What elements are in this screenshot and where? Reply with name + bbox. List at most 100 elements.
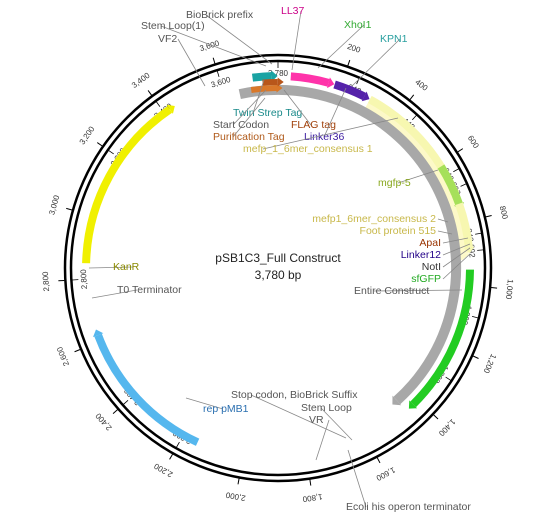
- label-stem-loop-1[interactable]: Stem Loop(1): [141, 20, 205, 32]
- label-foot-protein[interactable]: Foot protein 515: [360, 225, 437, 237]
- feature-arc-purification-tag[interactable]: [250, 85, 277, 93]
- outer-tick: [147, 90, 153, 96]
- label-ll37[interactable]: LL37: [281, 5, 305, 17]
- feature-arc-mefp1-6mer-consensus-2[interactable]: [455, 202, 473, 248]
- inner-tick-label: 3,780: [268, 69, 289, 78]
- label-stem-loop[interactable]: Stem Loop: [301, 402, 352, 414]
- label-mefp1[interactable]: mefp_1_6mer_consensus 1: [243, 143, 373, 155]
- leader-line-start-codon: [232, 89, 267, 126]
- inner-tick-label: 3,600: [210, 75, 232, 90]
- label-noti[interactable]: NotI: [422, 261, 441, 273]
- label-linker36[interactable]: Linker36: [304, 131, 344, 143]
- leader-line-linker12: [442, 243, 471, 256]
- label-ecoli-term[interactable]: Ecoli his operon terminator: [346, 501, 471, 513]
- leader-line-stem-loop-1: [160, 25, 267, 67]
- inner-tick-label: 892: [467, 244, 477, 259]
- feature-arc-ll37[interactable]: [290, 72, 330, 87]
- tick-label: 3,400: [130, 71, 152, 90]
- feature-arc-rep-pmb1[interactable]: [94, 333, 200, 446]
- outer-tick: [457, 148, 464, 153]
- tick-label: 200: [346, 42, 362, 55]
- feature-arc-sfgfp[interactable]: [410, 269, 474, 408]
- label-biobrick-prefix[interactable]: BioBrick prefix: [186, 9, 254, 21]
- outer-tick: [309, 479, 312, 486]
- leader-line-mgfp5: [397, 169, 439, 184]
- feature-arrow-linker36: [361, 91, 370, 102]
- label-vr[interactable]: VR: [309, 414, 324, 426]
- leader-line-flag-tag: [283, 89, 312, 126]
- leader-line-foot-protein: [437, 230, 453, 235]
- leader-line-ll37: [291, 10, 302, 71]
- label-rep-pmb1[interactable]: rep pMB1: [203, 403, 249, 415]
- inner-tick: [460, 183, 467, 187]
- feature-arc-entire-construct[interactable]: [238, 84, 462, 405]
- leader-line-vf2: [177, 38, 206, 87]
- tick-label: 3,600: [199, 39, 221, 54]
- feature-arc-kanr[interactable]: [82, 106, 173, 264]
- label-purification-tag[interactable]: Purification Tag: [213, 131, 285, 143]
- inner-tick: [176, 441, 180, 448]
- tick-label: 1,400: [437, 417, 458, 438]
- outer-tick: [376, 457, 381, 464]
- feature-arrow-kanr: [166, 104, 175, 114]
- label-kanr[interactable]: KanR: [113, 261, 140, 273]
- outer-tick: [491, 287, 498, 289]
- label-xhoi[interactable]: XhoI1: [344, 19, 372, 31]
- outer-tick: [237, 478, 240, 485]
- label-apai[interactable]: ApaI: [419, 237, 441, 249]
- outer-tick: [212, 57, 216, 64]
- tick-label: 3,000: [47, 194, 61, 216]
- features-layer: [82, 70, 475, 446]
- label-entire-construct[interactable]: Entire Construct: [354, 285, 429, 297]
- feature-arrow-twin-strep-tag: [271, 70, 278, 82]
- leader-line-xhoi: [317, 24, 365, 69]
- feature-arc-flag-tag[interactable]: [262, 78, 278, 86]
- leader-line-t0: [91, 289, 138, 299]
- outer-tick: [485, 215, 492, 218]
- feature-arrow-ll37: [327, 77, 335, 89]
- map-length: 3,780 bp: [255, 268, 302, 282]
- tick-label: 2,200: [152, 461, 174, 479]
- tick-label: 800: [498, 205, 510, 221]
- leader-line-rep-pmb1: [185, 397, 224, 410]
- inner-tick: [216, 71, 220, 78]
- label-flag-tag[interactable]: FLAG tag: [291, 119, 336, 131]
- tick-label: 2,800: [41, 271, 51, 292]
- feature-arc-twin-strep-tag[interactable]: [251, 72, 272, 82]
- inner-tick: [475, 232, 482, 235]
- label-vf2[interactable]: VF2: [158, 33, 177, 45]
- feature-arc-foot-protein-515[interactable]: [362, 100, 469, 255]
- feature-arrow-rep-pmb1: [93, 329, 104, 338]
- inner-tick: [108, 150, 114, 155]
- feature-arc-mgfp-5[interactable]: [437, 164, 463, 206]
- tick-label: 1,600: [374, 465, 396, 483]
- label-twin-strep[interactable]: Twin Strep Tag: [233, 107, 302, 119]
- label-mefp2[interactable]: mefp1_6mer_consensus 2: [312, 213, 436, 225]
- feature-arrow-flag-tag: [277, 77, 284, 87]
- leader-line-stem-loop: [320, 407, 353, 441]
- leader-line-purification-tag: [232, 97, 266, 138]
- feature-arrow-entire-construct: [392, 395, 402, 406]
- label-stop-codon[interactable]: Stop codon, BioBrick Suffix: [231, 389, 358, 401]
- leader-line-apai: [442, 237, 469, 244]
- label-kpn1[interactable]: KPN1: [380, 33, 408, 45]
- tick-label: 1,000: [504, 279, 515, 300]
- label-t0[interactable]: T0 Terminator: [117, 284, 182, 296]
- leader-line-kanr: [88, 266, 134, 269]
- inner-tick: [477, 249, 484, 251]
- label-sfgfp[interactable]: sfGFP: [411, 273, 441, 285]
- inner-tick: [453, 168, 459, 173]
- tick-label: 3,200: [78, 124, 97, 146]
- outer-tick: [74, 349, 81, 353]
- map-name: pSB1C3_Full Construct: [215, 251, 341, 265]
- label-mgfp5[interactable]: mgfp-5: [378, 177, 411, 189]
- label-start-codon[interactable]: Start Codon: [213, 119, 269, 131]
- label-linker12[interactable]: Linker12: [401, 249, 441, 261]
- tick-label: 1,200: [481, 353, 498, 375]
- backbone-inner-ring: [69, 59, 487, 477]
- outer-tick: [112, 409, 118, 414]
- leader-line-mefp2: [437, 218, 449, 223]
- outer-tick: [96, 142, 103, 147]
